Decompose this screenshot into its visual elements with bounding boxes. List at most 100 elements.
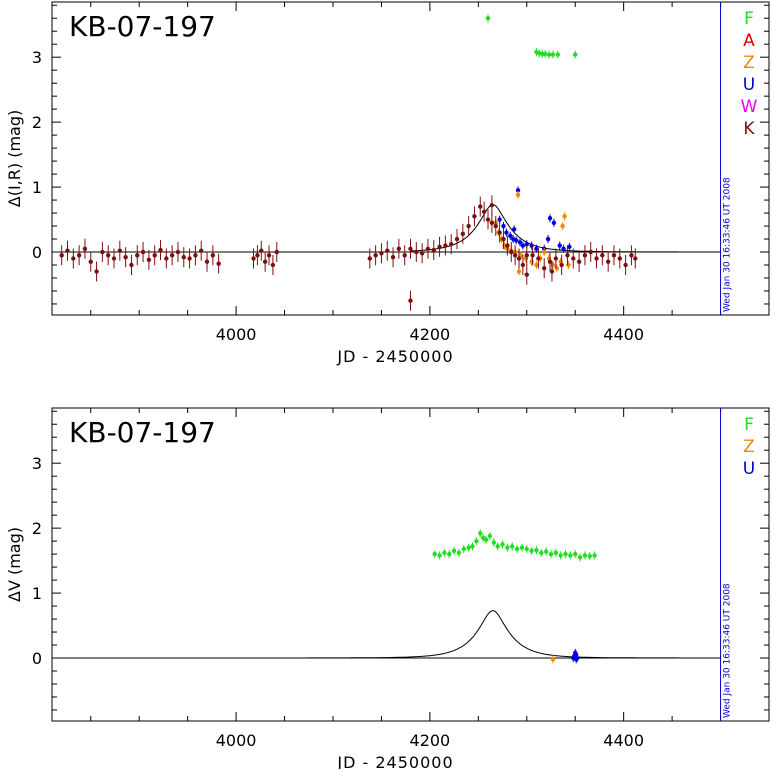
data-point: [111, 256, 117, 261]
y-tick-label: 2: [32, 519, 42, 538]
data-point: [588, 249, 593, 255]
data-point: [88, 259, 93, 264]
data-point: [501, 223, 506, 229]
data-point: [559, 262, 564, 268]
y-tick-label: 2: [32, 113, 42, 132]
data-point: [500, 542, 505, 547]
data-point: [485, 16, 491, 21]
chart-title: KB-07-197: [69, 10, 216, 43]
data-point: [520, 262, 526, 268]
data-point: [517, 240, 523, 245]
data-point: [594, 256, 599, 261]
data-point: [402, 253, 407, 258]
legend-entry-Z: Z: [743, 53, 755, 73]
data-point: [534, 246, 539, 251]
data-point: [554, 266, 560, 271]
data-point: [504, 230, 509, 235]
data-point: [82, 246, 88, 251]
data-point: [567, 244, 572, 250]
data-point: [573, 650, 578, 656]
data-point: [164, 256, 169, 261]
chart-title: KB-07-197: [69, 416, 216, 449]
data-point: [181, 255, 186, 260]
chart-panel-1: 4000 4200 4400 0 1 2 3 JD - 2450000 Δ(I,R) (mag)…: [5, 1, 770, 366]
data-point: [451, 548, 457, 554]
data-point: [562, 214, 567, 219]
data-point: [443, 243, 448, 248]
data-point: [542, 51, 548, 57]
data-point: [582, 253, 588, 258]
data-point: [515, 192, 521, 198]
data-point: [135, 253, 140, 258]
data-point: [379, 251, 384, 256]
data-point: [483, 537, 489, 543]
data-point: [274, 249, 279, 255]
data-point: [193, 253, 198, 258]
legend-entry-U: U: [743, 75, 755, 95]
legend-entry-F: F: [744, 9, 754, 29]
data-point: [204, 259, 210, 264]
data-point: [497, 230, 502, 235]
data-point: [474, 538, 479, 544]
data-point: [501, 236, 506, 242]
x-tick-label: 4200: [410, 325, 451, 344]
data-point: [563, 551, 568, 557]
data-point: [373, 253, 378, 258]
data-point: [456, 550, 462, 556]
legend-entry-Z: Z: [743, 437, 755, 457]
data-point: [489, 220, 495, 225]
data-point: [448, 242, 454, 247]
data-point: [565, 253, 570, 258]
data-point: [573, 52, 578, 57]
series-Z: [550, 655, 556, 664]
data-point: [414, 249, 419, 255]
data-point: [158, 247, 163, 253]
data-point: [582, 553, 588, 558]
legend-entry-K: K: [743, 119, 755, 139]
data-point: [629, 253, 634, 258]
data-point: [566, 262, 571, 268]
data-point: [140, 249, 146, 255]
data-point: [536, 256, 541, 261]
data-point: [558, 553, 563, 558]
timestamp-text: Wed Jan 30 16:33:46 UT 2008: [723, 583, 733, 718]
data-point: [129, 262, 134, 268]
data-point: [460, 231, 466, 237]
data-point: [255, 253, 260, 258]
x-tick-label: 4400: [603, 731, 644, 750]
data-point: [617, 256, 622, 261]
data-point: [505, 545, 510, 550]
series-U: [497, 186, 572, 253]
x-tick-label: 4000: [216, 325, 257, 344]
data-point: [270, 262, 276, 268]
data-point: [478, 204, 483, 209]
data-point: [592, 553, 597, 558]
plot-frame: [51, 407, 770, 722]
y-tick-label: 0: [32, 649, 42, 668]
data-layer: [52, 529, 721, 664]
data-point: [437, 553, 442, 558]
data-point: [508, 233, 513, 238]
data-point: [493, 223, 498, 229]
data-point: [577, 555, 583, 560]
y-tick-label: 3: [32, 48, 42, 67]
data-point: [568, 553, 573, 558]
data-point: [560, 223, 565, 229]
data-point: [466, 545, 471, 550]
data-point: [505, 243, 510, 248]
data-point: [117, 248, 123, 253]
series-U: [571, 648, 580, 664]
data-point: [534, 548, 539, 553]
data-point: [419, 251, 425, 256]
data-point: [600, 253, 605, 258]
plot-frame: [51, 1, 770, 316]
data-point: [487, 533, 493, 539]
series-K: [59, 195, 638, 311]
legend-entry-F: F: [744, 415, 754, 435]
data-point: [550, 657, 556, 662]
data-point: [587, 553, 592, 559]
data-point: [530, 253, 535, 258]
data-point: [548, 551, 554, 557]
data-point: [549, 269, 555, 274]
data-point: [516, 256, 522, 261]
